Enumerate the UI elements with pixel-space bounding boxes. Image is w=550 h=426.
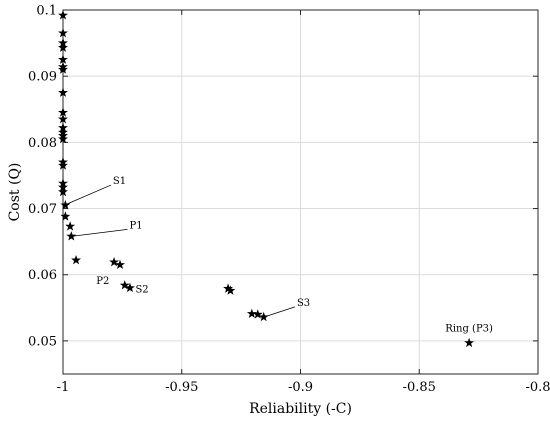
- y-axis-label: Cost (Q): [7, 163, 23, 222]
- data-point-star: [58, 10, 68, 20]
- data-point-star: [58, 42, 68, 52]
- y-tick-label: 0.08: [28, 136, 57, 151]
- x-axis-label: Reliability (-C): [249, 401, 352, 417]
- data-point-star: [58, 186, 68, 197]
- grid: [62, 9, 539, 374]
- data-point-star: [66, 231, 77, 241]
- annotation-label: S2: [135, 285, 148, 296]
- x-tick-label: -0.85: [403, 380, 436, 395]
- data-point-star: [58, 107, 68, 117]
- x-tick-label: -1: [57, 380, 70, 395]
- data-point-star: [225, 285, 236, 295]
- data-point-star: [60, 211, 71, 221]
- data-point-star: [60, 200, 71, 210]
- data-point-star: [65, 221, 76, 231]
- annotation-leader-line: [71, 229, 128, 237]
- data-point-star: [246, 308, 257, 318]
- annotation-label: P2: [96, 276, 109, 287]
- data-point-star: [58, 133, 68, 144]
- y-tick-label: 0.06: [28, 268, 57, 283]
- data-point-star: [71, 254, 82, 265]
- y-tick-label: 0.07: [28, 202, 57, 217]
- annotation-label: Ring (P3): [445, 324, 493, 335]
- data-point-star: [115, 259, 125, 270]
- y-tick-label: 0.05: [28, 334, 57, 349]
- x-tick-label: -0.8: [525, 380, 550, 395]
- annotation-label: P1: [130, 220, 143, 231]
- data-point-star: [58, 54, 68, 64]
- data-points: [58, 10, 475, 348]
- data-point-star: [223, 283, 234, 293]
- annotation-label: S1: [113, 176, 126, 187]
- x-tick-label: -0.9: [288, 380, 313, 395]
- y-tick-label: 0.1: [36, 4, 57, 19]
- data-point-star: [125, 282, 135, 293]
- data-point-star: [252, 309, 263, 319]
- x-tick-label: -0.95: [165, 380, 198, 395]
- annotation-label: S3: [297, 298, 310, 309]
- y-tick-label: 0.09: [28, 70, 57, 85]
- data-point-star: [109, 256, 120, 267]
- annotation-leader-line: [64, 184, 112, 206]
- annotations: S1 P1 P2 S2 S3 Ring (P3): [64, 176, 493, 335]
- data-point-star: [58, 64, 68, 74]
- data-point-star: [58, 87, 68, 97]
- data-point-star: [58, 114, 68, 124]
- axis-ticks: -1 -0.95 -0.9 -0.85 -0.8 0.05 0.06 0.07 0.08 0.09…: [28, 4, 550, 396]
- data-point-star: [258, 311, 269, 322]
- annotation-leader-line: [263, 306, 296, 318]
- data-point-star: [464, 337, 475, 348]
- data-point-star: [58, 160, 68, 170]
- data-point-star: [58, 27, 68, 38]
- data-point-star: [119, 280, 130, 290]
